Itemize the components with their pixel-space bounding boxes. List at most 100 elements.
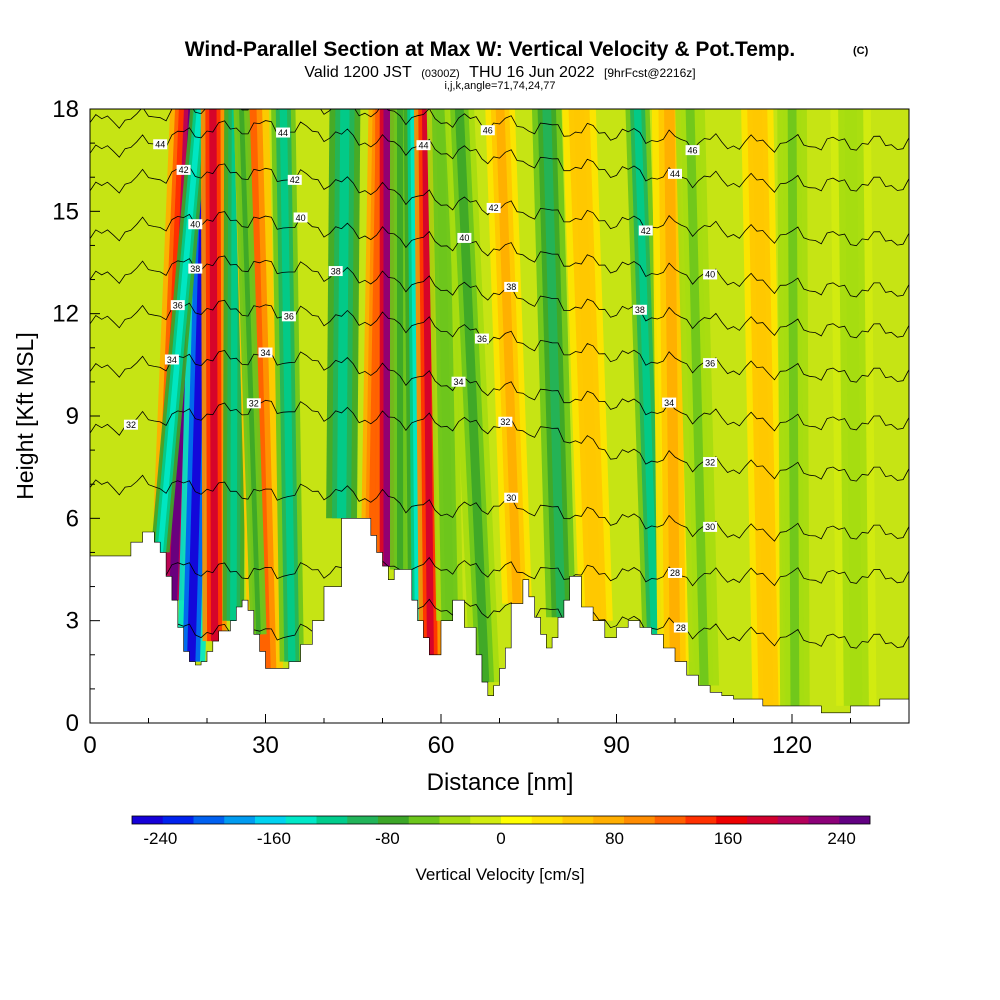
contour-label: 30 [705,522,715,532]
colorbar-swatch [685,816,717,824]
colorbar-tick-label: -160 [257,829,291,848]
contour-label: 36 [477,334,487,344]
y-tick-label: 0 [66,710,79,737]
contour-label-box [632,304,647,315]
theta-contour-line [90,109,909,153]
colorbar-swatch [562,816,594,824]
theta-contour-line [90,598,909,649]
contour-label: 42 [290,175,300,185]
x-tick-label: 60 [428,732,455,759]
contour-label: 34 [664,398,674,408]
contour-label: 40 [705,270,715,280]
contour-label: 42 [641,226,651,236]
colorbar-label: Vertical Velocity [cm/s] [415,865,584,884]
contour-label-box [281,311,296,322]
contour-label-box [153,139,168,150]
contour-label-box [486,202,501,213]
contour-label-box [457,232,472,243]
colorbar-swatch [777,816,809,824]
contour-label-box [258,347,273,358]
section-info: i,j,k,angle=71,74,24,77 [444,80,555,92]
contour-label: 32 [705,457,715,467]
contour-label-box [662,397,677,408]
contour-label: 38 [506,282,516,292]
contour-label-box [293,212,308,223]
contour-label: 36 [284,312,294,322]
contour-label-box [703,521,718,532]
terrain-mask [90,518,909,723]
contour-label-box [276,127,291,138]
colorbar-frame [131,815,871,825]
colorbar-swatch [439,816,471,824]
contour-label: 36 [173,300,183,310]
theta-contour-line [90,211,909,298]
colorbar-swatch [470,816,502,824]
contour-label-box [176,164,191,175]
y-tick-label: 15 [52,198,79,225]
contour-label-box [474,333,489,344]
contour-label-box [188,263,203,274]
valid-utc: (0300Z) [421,68,460,80]
contour-label-box [685,145,700,156]
colorbar-swatch [501,816,533,824]
colorbar-tick-label: 160 [714,829,742,848]
contour-label-box [504,281,519,292]
colorbar-swatch [408,816,440,824]
valid-time-line: Valid 1200 JST (0300Z) THU 16 Jun 2022 [… [304,64,695,81]
contour-label: 38 [190,264,200,274]
contour-label: 40 [190,220,200,230]
contour-label: 42 [489,203,499,213]
colorbar-swatch [808,816,840,824]
theta-contours: 28 28 30 30 32 32 32 32 34 34 34 34 36 36 36 36 38 38 38 38… [90,109,909,649]
theta-contour-line [90,556,909,587]
contour-label-box [668,168,682,179]
colorbar-swatch [316,816,348,824]
chart-title: Wind-Parallel Section at Max W: Vertical… [185,38,796,61]
x-axis-label: Distance [nm] [427,769,574,796]
contour-label: 44 [278,128,288,138]
contour-label: 32 [249,399,259,409]
theta-contour-line [90,299,909,383]
velocity-band [383,109,391,567]
contour-label: 38 [331,266,341,276]
contour-label: 32 [126,420,136,430]
colorbar-swatch [347,816,379,824]
theta-contour-line [90,350,909,432]
contour-label: 38 [635,305,645,315]
velocity-band [230,109,239,621]
velocity-band [664,109,681,662]
velocity-band [209,109,219,642]
contour-label-box [287,174,302,185]
velocity-band [787,109,800,706]
colorbar-swatch [747,816,779,824]
colorbar-tick-label: -80 [375,829,400,848]
contour-label-box [498,416,513,427]
colorbar-tick-label: -240 [143,829,177,848]
contour-label-box [170,300,185,311]
contour-label: 44 [155,140,165,150]
y-tick-label: 9 [66,403,79,430]
x-tick-label: 90 [603,732,630,759]
colorbar-swatch [162,816,194,824]
theta-contour-line [90,399,909,482]
colorbar-swatch [716,816,748,824]
velocity-band [495,109,522,604]
velocity-band [844,109,863,706]
colorbar-swatch [132,816,164,824]
colorbar-swatch [624,816,656,824]
x-tick-label: 0 [83,732,96,759]
velocity-band [436,109,454,621]
colorbar-swatch [193,816,225,824]
theta-contour-line [90,120,909,193]
contour-label-box [638,225,653,236]
y-axis-label: Height [Kft MSL] [12,332,38,499]
velocity-band [573,109,602,621]
contour-label: 44 [418,140,428,150]
contour-label: 44 [670,169,680,179]
colorbar-swatch [839,816,871,824]
contour-label: 46 [483,126,493,136]
velocity-band [633,109,659,635]
contour-label: 34 [260,348,270,358]
